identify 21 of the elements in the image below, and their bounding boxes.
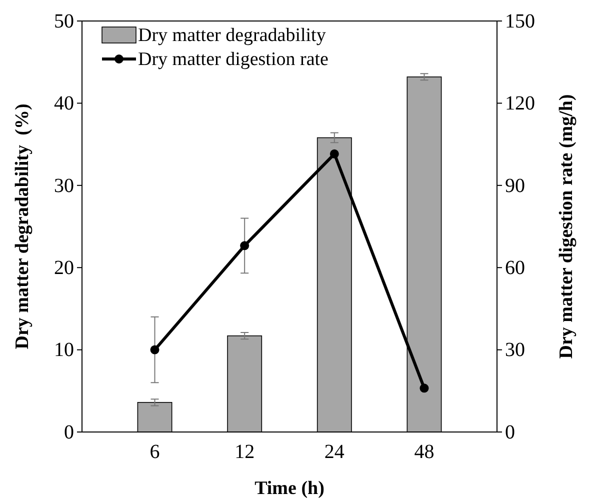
y2-tick-label: 60 <box>505 257 525 279</box>
y-axis-title: Dry matter degradability (%) <box>12 104 33 350</box>
y2-tick-label: 30 <box>505 339 525 362</box>
x-tick-label: 48 <box>414 441 434 464</box>
x-axis-title: Time (h) <box>254 478 324 499</box>
legend-label: Dry matter degradability <box>138 25 326 46</box>
y2-tick-label: 0 <box>505 421 515 444</box>
y2-tick-label: 150 <box>505 10 535 32</box>
y-tick-label: 40 <box>54 92 74 115</box>
y-tick-label: 20 <box>54 257 74 279</box>
x-tick-label: 24 <box>324 441 344 464</box>
y2-tick-label: 120 <box>505 92 535 115</box>
legend-label: Dry matter digestion rate <box>138 49 328 70</box>
x-tick-label: 12 <box>234 441 255 464</box>
y2-axis-title: Dry matter digestion rate (mg/h) <box>556 94 577 359</box>
y-tick-label: 50 <box>54 10 74 32</box>
y-tick-label: 30 <box>54 174 74 197</box>
x-tick-label: 6 <box>150 441 160 464</box>
y2-tick-label: 90 <box>505 174 525 197</box>
y-tick-label: 0 <box>64 421 74 444</box>
y-tick-label: 10 <box>54 339 74 362</box>
